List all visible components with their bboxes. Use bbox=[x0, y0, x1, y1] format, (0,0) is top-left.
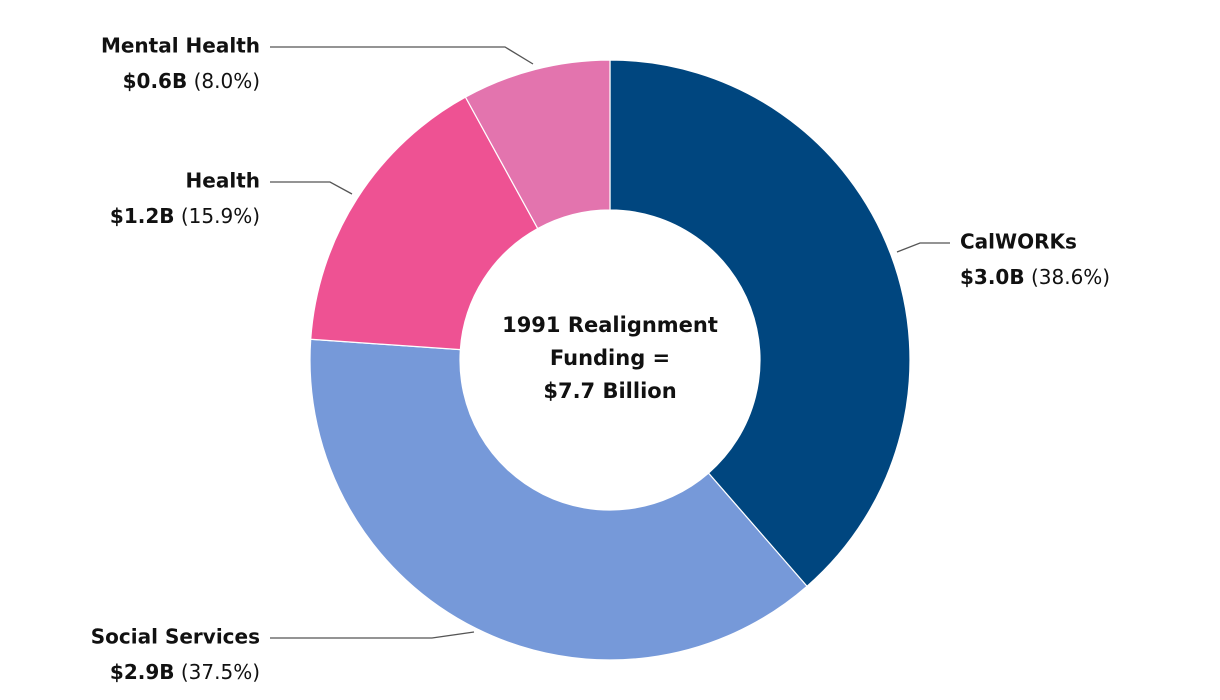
center-label: $7.7 Billion bbox=[543, 379, 676, 403]
center-label: 1991 Realignment bbox=[502, 313, 718, 337]
slice-label: Social Services bbox=[91, 625, 260, 649]
amount-label: $1.2B bbox=[110, 204, 175, 228]
leader-line bbox=[270, 46, 534, 65]
donut-slice bbox=[609, 59, 911, 588]
slice-value: $1.2B (15.9%) bbox=[110, 204, 260, 228]
percent-label: (38.6%) bbox=[1031, 265, 1110, 289]
donut-slice bbox=[310, 96, 539, 351]
amount-label: $3.0B bbox=[960, 265, 1025, 289]
slice-value: $3.0B (38.6%) bbox=[960, 265, 1110, 289]
center-label: Funding = bbox=[550, 346, 670, 370]
percent-label: (15.9%) bbox=[181, 204, 260, 228]
slice-label: Mental Health bbox=[101, 34, 260, 58]
amount-label: $2.9B bbox=[110, 660, 175, 684]
slice-value: $2.9B (37.5%) bbox=[110, 660, 260, 684]
slice-value: $0.6B (8.0%) bbox=[123, 69, 260, 93]
leader-line bbox=[896, 242, 950, 253]
percent-label: (37.5%) bbox=[181, 660, 260, 684]
leader-line bbox=[270, 631, 475, 639]
donut-slice bbox=[464, 59, 611, 230]
amount-label: $0.6B bbox=[123, 69, 188, 93]
leader-line bbox=[270, 181, 353, 195]
slice-label: CalWORKs bbox=[960, 230, 1077, 254]
percent-label: (8.0%) bbox=[194, 69, 260, 93]
donut-slice bbox=[309, 338, 808, 661]
slice-label: Health bbox=[186, 169, 260, 193]
